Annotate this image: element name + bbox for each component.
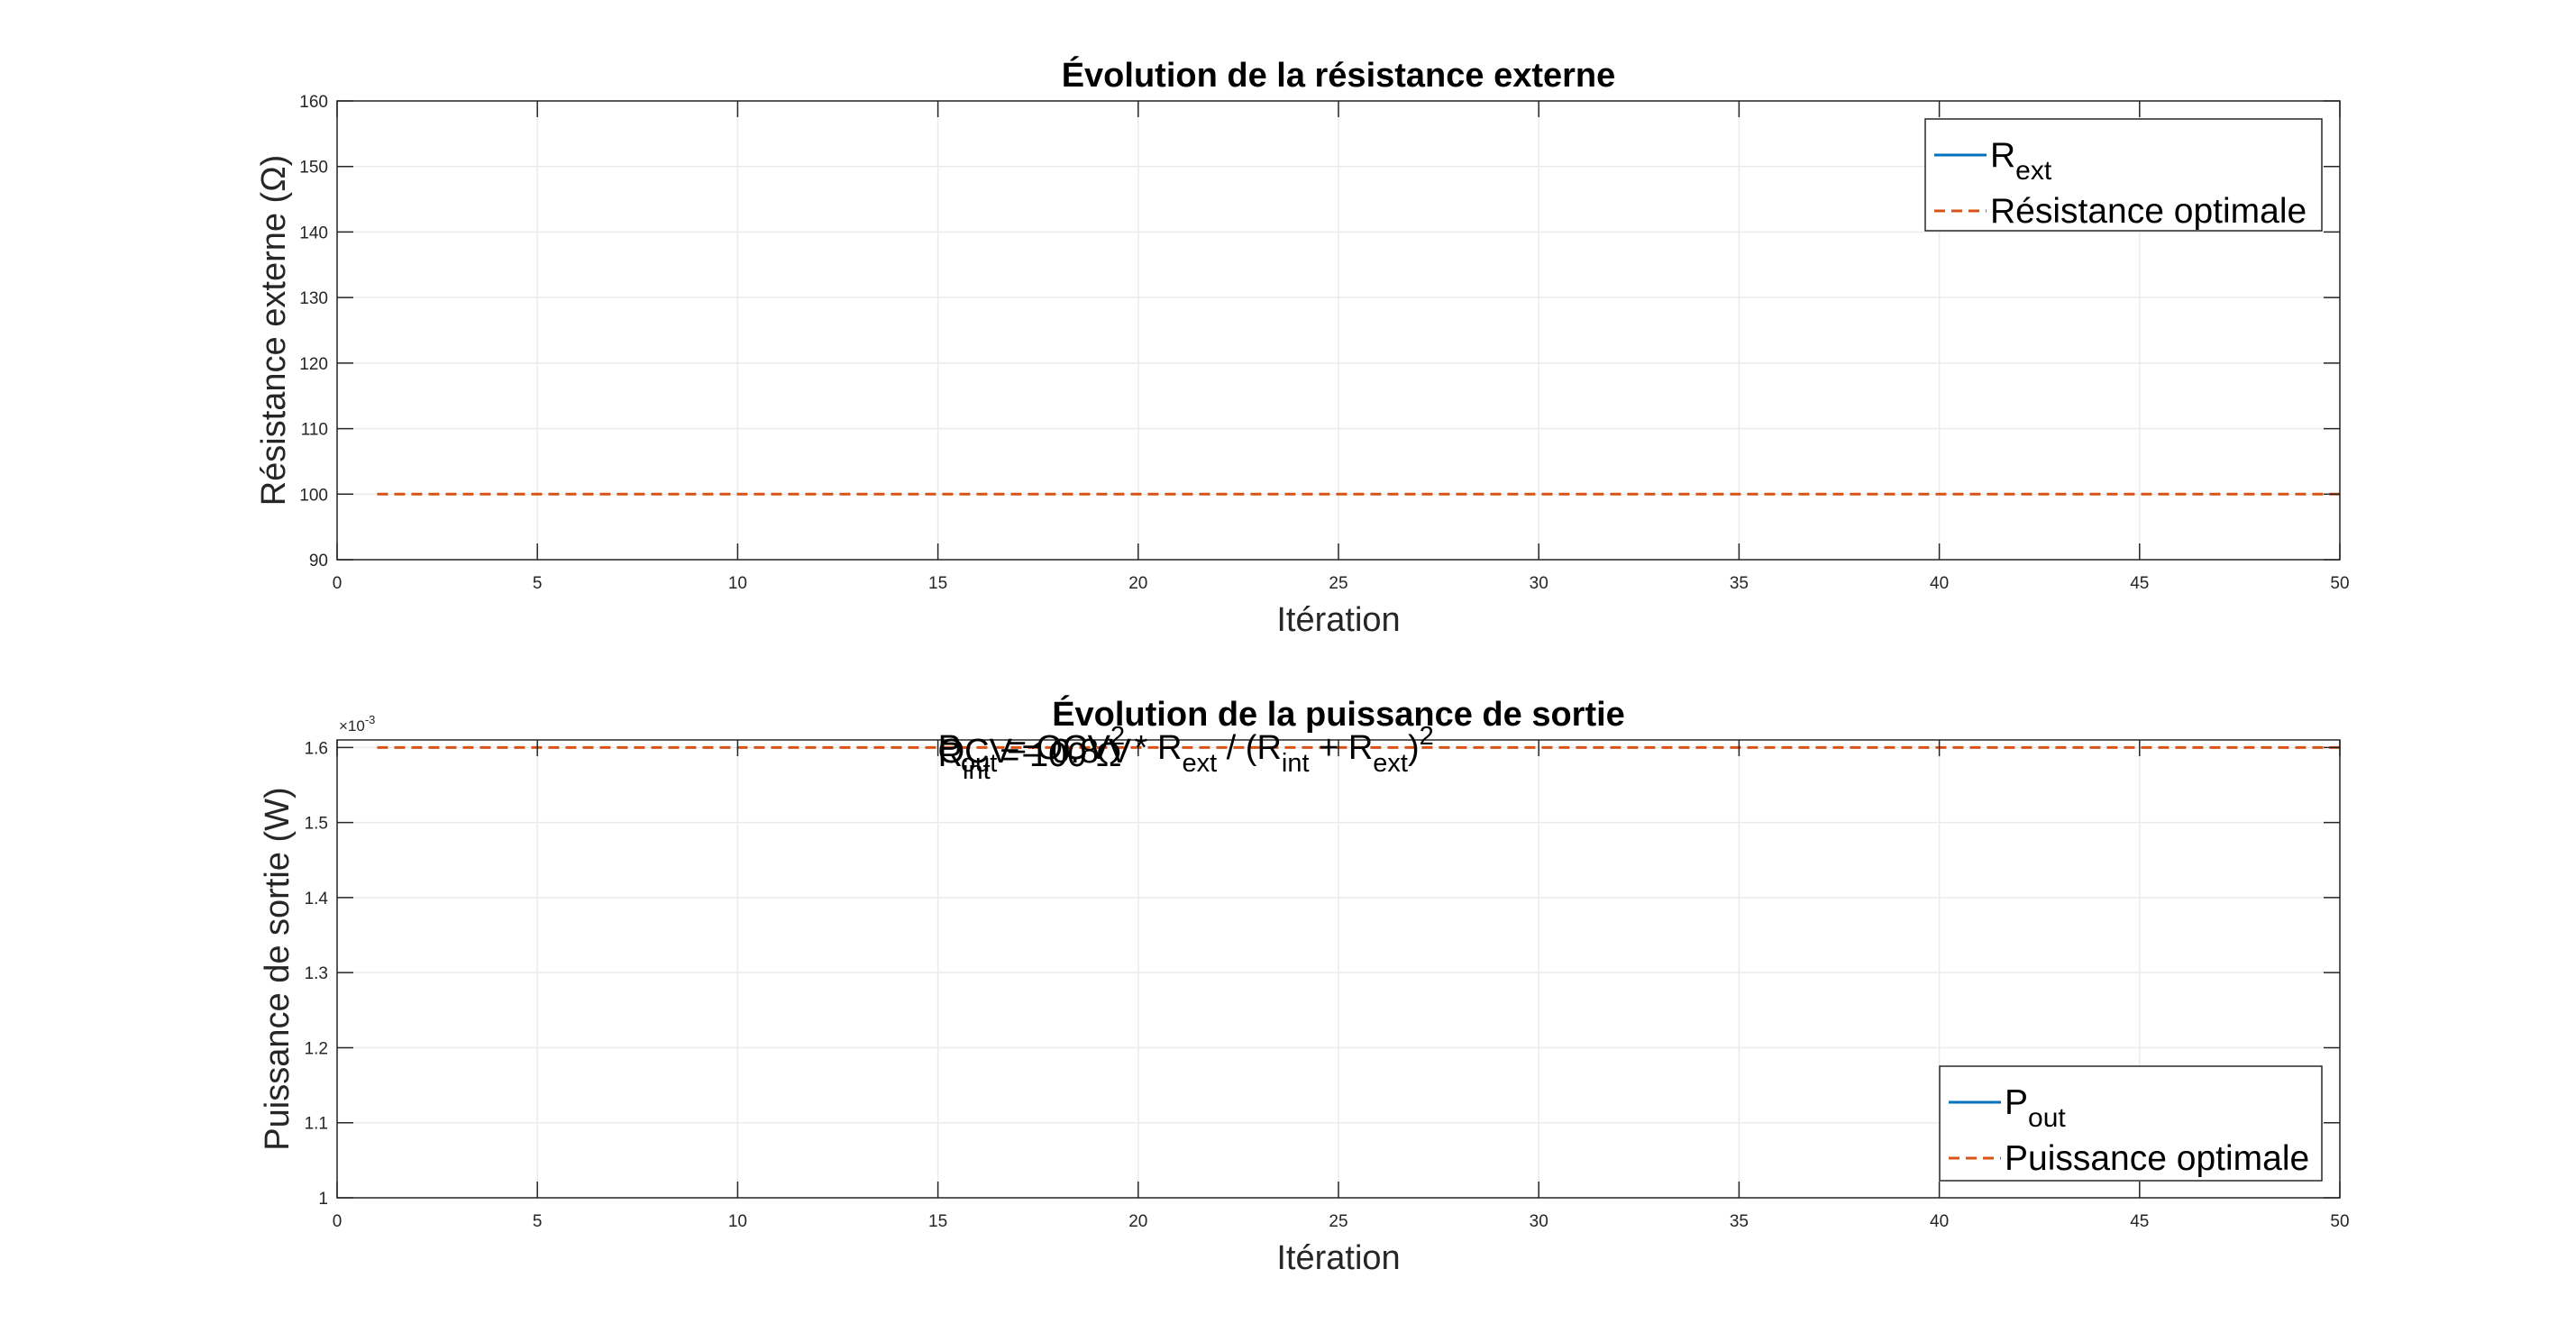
y-tick-label: 90 — [309, 552, 328, 571]
axes-box — [336, 739, 2341, 1199]
x-axis-label: Itération — [1276, 1239, 1400, 1277]
y-tick-label: 1.4 — [305, 890, 329, 908]
y-tick-label: 1.1 — [305, 1115, 328, 1134]
x-tick-label: 0 — [333, 1212, 343, 1231]
x-tick-label: 10 — [728, 574, 747, 593]
x-tick-label: 35 — [1730, 1212, 1749, 1231]
x-tick-label: 50 — [2330, 574, 2349, 593]
x-tick-label: 15 — [928, 1212, 947, 1231]
x-tick-label: 15 — [928, 574, 947, 593]
chart-title: Évolution de la résistance externe — [1062, 55, 1616, 95]
y-tick-label: 1.5 — [305, 815, 328, 834]
y-tick-label: 150 — [299, 159, 328, 178]
y-axis-label: Résistance externe (Ω) — [255, 155, 293, 507]
x-tick-label: 35 — [1730, 574, 1749, 593]
chart-power: 0 5 10 15 20 25 30 35 40 45 50 1 1.1 1.2 1.3 1.4 1.5 1.6 ×… — [259, 694, 2350, 1277]
y-tick-label: 1 — [318, 1190, 328, 1209]
x-tick-label: 50 — [2330, 1212, 2349, 1231]
legend-label-1: Puissance optimale — [2005, 1139, 2309, 1178]
annotation-2: Rint = 100 Ω — [938, 736, 1122, 785]
x-tick-label: 40 — [1930, 1212, 1949, 1231]
tick-labels: 0 5 10 15 20 25 30 35 40 45 50 1 1.1 1.2 1.3 1.4 1.5 1.6 ×… — [305, 713, 2350, 1231]
y-tick-label: 1.6 — [305, 739, 328, 758]
x-tick-label: 30 — [1530, 574, 1548, 593]
axes-box — [336, 100, 2341, 561]
legend-label-1: Résistance optimale — [1990, 192, 2307, 231]
y-tick-label: 140 — [299, 224, 328, 242]
x-tick-label: 20 — [1128, 574, 1147, 593]
legend: Rext Résistance optimale — [1924, 118, 2323, 232]
legend-box — [1939, 1065, 2323, 1182]
x-tick-label: 20 — [1128, 1212, 1147, 1231]
x-tick-label: 30 — [1530, 1212, 1548, 1231]
x-tick-label: 45 — [2130, 574, 2149, 593]
y-tick-label: 160 — [299, 93, 328, 112]
x-tick-label: 25 — [1329, 574, 1347, 593]
x-tick-label: 5 — [533, 574, 543, 593]
chart-resistance: 0 5 10 15 20 25 30 35 40 45 50 90 100 110 120 130 140 150… — [255, 55, 2350, 639]
y-tick-label: 1.2 — [305, 1039, 328, 1058]
y-axis-label: Puissance de sortie (W) — [259, 787, 297, 1150]
legend-label-0: Pout — [2005, 1083, 2066, 1133]
y-tick-label: 120 — [299, 355, 328, 374]
x-tick-label: 0 — [333, 574, 343, 593]
y-exponent-label: ×10-3 — [339, 713, 375, 735]
x-axis-label: Itération — [1276, 601, 1400, 639]
x-tick-label: 45 — [2130, 1212, 2149, 1231]
x-tick-label: 5 — [533, 1212, 543, 1231]
x-tick-label: 10 — [728, 1212, 747, 1231]
annotation-1: OCV = 0.8 V — [938, 733, 1132, 771]
legend-label-0: Rext — [1990, 136, 2052, 186]
chart-title: Évolution de la puissance de sortie — [1052, 694, 1625, 734]
y-tick-label: 100 — [299, 486, 328, 505]
tick-labels: 0 5 10 15 20 25 30 35 40 45 50 90 100 110 120 130 140 150… — [299, 93, 2349, 593]
x-tick-label: 25 — [1329, 1212, 1347, 1231]
y-tick-label: 110 — [301, 421, 328, 440]
y-tick-label: 1.3 — [305, 964, 328, 983]
annotation-0: Pout = OCV2 * Rext / (Rint + Rext)2 — [938, 722, 1434, 778]
y-tick-label: 130 — [299, 289, 328, 308]
legend: Pout Puissance optimale — [1939, 1065, 2323, 1182]
x-tick-label: 40 — [1930, 574, 1949, 593]
legend-box — [1924, 118, 2323, 232]
